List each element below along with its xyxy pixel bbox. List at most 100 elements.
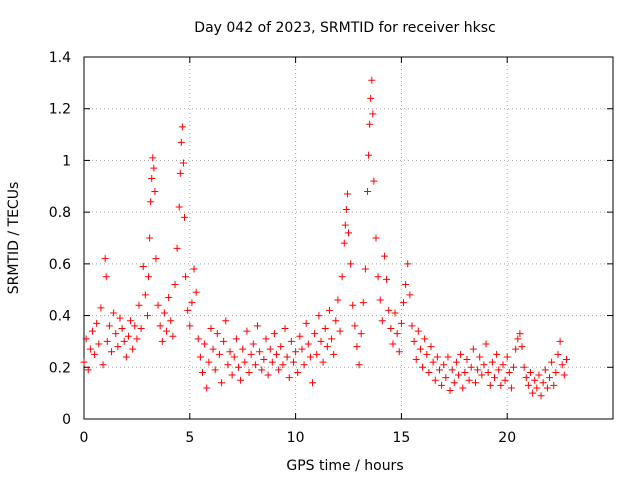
data-point-plus	[448, 366, 456, 374]
data-point-plus	[367, 94, 375, 102]
data-point-plus	[258, 366, 266, 374]
data-point-plus	[374, 273, 382, 281]
data-point-plus	[209, 345, 217, 353]
data-point-plus	[499, 361, 507, 369]
data-point-plus	[524, 381, 532, 389]
data-point-plus	[178, 123, 186, 131]
data-point-plus	[482, 340, 490, 348]
data-point-plus	[446, 387, 454, 395]
data-point-plus	[562, 356, 570, 364]
data-point-plus	[397, 319, 405, 327]
data-point-plus	[332, 317, 340, 325]
data-point-plus	[156, 322, 164, 330]
data-point-plus	[385, 306, 393, 314]
data-point-plus	[80, 358, 88, 366]
data-point-plus	[127, 317, 135, 325]
data-point-plus	[457, 350, 465, 358]
data-point-plus	[505, 368, 513, 376]
data-point-plus	[129, 345, 137, 353]
data-point-plus	[414, 327, 422, 335]
grid-lines	[84, 57, 613, 419]
data-point-plus	[84, 366, 92, 374]
data-point-plus	[455, 371, 463, 379]
data-point-plus	[165, 293, 173, 301]
x-tick-label: 10	[287, 430, 305, 446]
data-point-plus	[431, 376, 439, 384]
data-point-plus	[389, 340, 397, 348]
data-point-plus	[336, 327, 344, 335]
y-tick-label: 1.2	[49, 102, 71, 118]
data-point-plus	[355, 361, 363, 369]
data-point-plus	[554, 350, 562, 358]
data-point-plus	[478, 371, 486, 379]
data-point-plus	[194, 335, 202, 343]
data-point-plus	[465, 376, 473, 384]
data-point-plus	[133, 335, 141, 343]
data-point-plus	[105, 322, 113, 330]
data-point-plus	[345, 229, 352, 237]
data-point-plus	[469, 345, 477, 353]
data-point-plus	[423, 350, 431, 358]
data-point-plus	[270, 330, 278, 338]
y-tick-label: 0	[62, 412, 71, 428]
data-point-plus	[522, 374, 530, 382]
data-point-plus	[298, 345, 306, 353]
data-point-plus	[169, 332, 177, 340]
data-point-plus	[323, 343, 331, 351]
data-point-plus	[167, 317, 175, 325]
data-point-plus	[518, 343, 526, 351]
data-point-plus	[351, 322, 359, 330]
data-point-plus	[143, 312, 151, 320]
data-point-plus	[177, 138, 185, 146]
data-point-plus	[486, 381, 494, 389]
data-point-plus	[438, 381, 446, 389]
data-point-plus	[108, 348, 116, 356]
data-point-plus	[205, 358, 213, 366]
data-point-plus	[201, 340, 209, 348]
x-tick-label: 15	[392, 430, 410, 446]
data-point-plus	[283, 353, 291, 361]
chart-title: Day 042 of 2023, SRMTID for receiver hks…	[194, 20, 495, 36]
data-point-plus	[427, 343, 435, 351]
data-point-plus	[102, 273, 110, 281]
data-point-plus	[101, 255, 109, 263]
data-point-plus	[116, 314, 124, 322]
data-point-plus	[402, 281, 410, 289]
data-point-plus	[179, 159, 187, 167]
data-point-plus	[273, 350, 281, 358]
data-point-plus	[480, 361, 488, 369]
y-tick-labels: 0 0.2 0.4 0.6 0.8 1 1.2 1.4	[49, 50, 71, 428]
data-point-plus	[220, 337, 228, 345]
data-point-plus	[341, 221, 349, 229]
data-point-plus	[241, 358, 249, 366]
data-point-plus	[510, 363, 518, 371]
y-tick-label: 0.8	[49, 205, 71, 221]
data-point-plus	[425, 368, 433, 376]
y-axis-label: SRMTID / TECUs	[6, 182, 22, 295]
data-point-plus	[215, 350, 223, 358]
data-point-plus	[186, 322, 194, 330]
data-point-plus	[531, 376, 539, 384]
data-point-plus	[266, 345, 274, 353]
data-point-plus	[218, 379, 226, 387]
data-point-plus	[338, 273, 346, 281]
data-point-plus	[190, 265, 198, 273]
data-point-plus	[141, 291, 149, 299]
plot-frame	[83, 56, 614, 420]
x-axis-label: GPS time / hours	[286, 458, 403, 474]
data-point-plus	[548, 358, 556, 366]
data-point-plus	[408, 322, 416, 330]
data-point-plus	[213, 330, 221, 338]
data-point-plus	[317, 337, 325, 345]
data-point-plus	[507, 384, 515, 392]
data-point-plus	[112, 330, 120, 338]
data-point-plus	[364, 187, 372, 195]
data-point-plus	[412, 356, 420, 364]
x-tick-labels: 0 5 10 15 20	[80, 430, 517, 446]
y-tick-label: 1	[62, 153, 71, 169]
data-point-plus	[152, 255, 160, 263]
data-point-plus	[365, 151, 373, 159]
data-point-plus	[184, 306, 192, 314]
data-point-plus	[361, 265, 369, 273]
data-point-plus	[503, 353, 511, 361]
